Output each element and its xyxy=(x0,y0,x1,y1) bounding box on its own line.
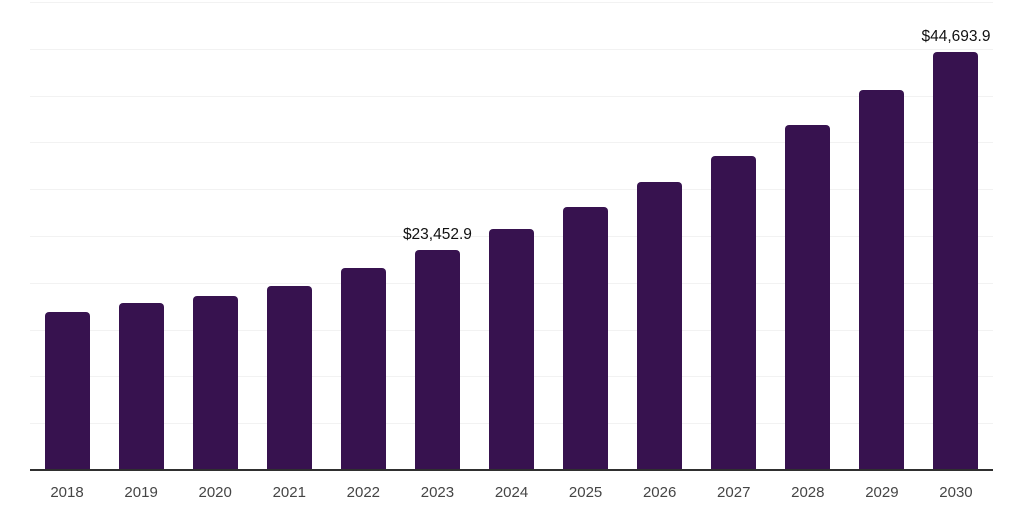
x-tick-label-2019: 2019 xyxy=(124,484,158,501)
x-tick-label-2029: 2029 xyxy=(865,484,899,501)
bar-2024[interactable] xyxy=(489,229,534,470)
bar-2022[interactable] xyxy=(340,268,386,470)
bar-2019[interactable] xyxy=(118,302,164,470)
bar-2021[interactable] xyxy=(266,285,312,470)
bar-2023[interactable] xyxy=(414,250,460,470)
x-tick-label-2028: 2028 xyxy=(791,484,825,501)
grid-line xyxy=(30,2,993,3)
bar-cell xyxy=(104,2,178,470)
plot-area: $23,452.9 $44,693.9 xyxy=(30,2,993,470)
x-tick-label-2018: 2018 xyxy=(50,484,84,501)
grid-line xyxy=(30,142,993,144)
bar-cell xyxy=(178,2,252,470)
x-tick-label-2025: 2025 xyxy=(568,484,603,501)
bar-2028[interactable] xyxy=(785,124,831,470)
bar-2030[interactable] xyxy=(933,51,979,470)
x-axis-line xyxy=(30,469,993,471)
x-tick-label-2022: 2022 xyxy=(346,484,381,501)
bar-2026[interactable] xyxy=(637,182,683,470)
x-axis-labels: 2018 2019 2020 2021 2022 2023 2024 2025 2026 2027… xyxy=(30,484,993,501)
bar-cell xyxy=(252,2,326,470)
grid-line xyxy=(30,189,993,191)
bar-2020[interactable] xyxy=(192,295,238,470)
bar-cell xyxy=(549,2,623,470)
bar-cell xyxy=(474,2,548,470)
bar-2029[interactable] xyxy=(859,90,905,470)
x-tick-label-2026: 2026 xyxy=(642,484,677,501)
bar-value-label-2030: $44,693.9 xyxy=(921,27,991,45)
bar-cell: $44,693.9 xyxy=(919,2,993,470)
x-tick-label-2027: 2027 xyxy=(717,484,751,501)
bar-cell xyxy=(845,2,919,470)
bar-cell xyxy=(30,2,104,470)
bar-cell xyxy=(771,2,845,470)
x-tick-label-2023: 2023 xyxy=(420,484,455,501)
bar-cell xyxy=(326,2,400,470)
x-tick-label-2021: 2021 xyxy=(272,484,306,501)
x-tick-label-2024: 2024 xyxy=(494,484,529,501)
bar-value-label-2023: $23,452.9 xyxy=(402,226,472,244)
x-tick-label-2030: 2030 xyxy=(939,484,973,501)
bar-2018[interactable] xyxy=(44,311,90,470)
bar-2025[interactable] xyxy=(563,206,609,470)
bar-cell: $23,452.9 xyxy=(400,2,474,470)
bar-2027[interactable] xyxy=(711,155,757,470)
grid-line xyxy=(30,95,993,97)
bar-cell xyxy=(623,2,697,470)
grid-line xyxy=(30,48,993,50)
x-tick-label-2020: 2020 xyxy=(198,484,232,501)
bar-cell xyxy=(697,2,771,470)
bars-row: $23,452.9 $44,693.9 xyxy=(30,2,993,470)
